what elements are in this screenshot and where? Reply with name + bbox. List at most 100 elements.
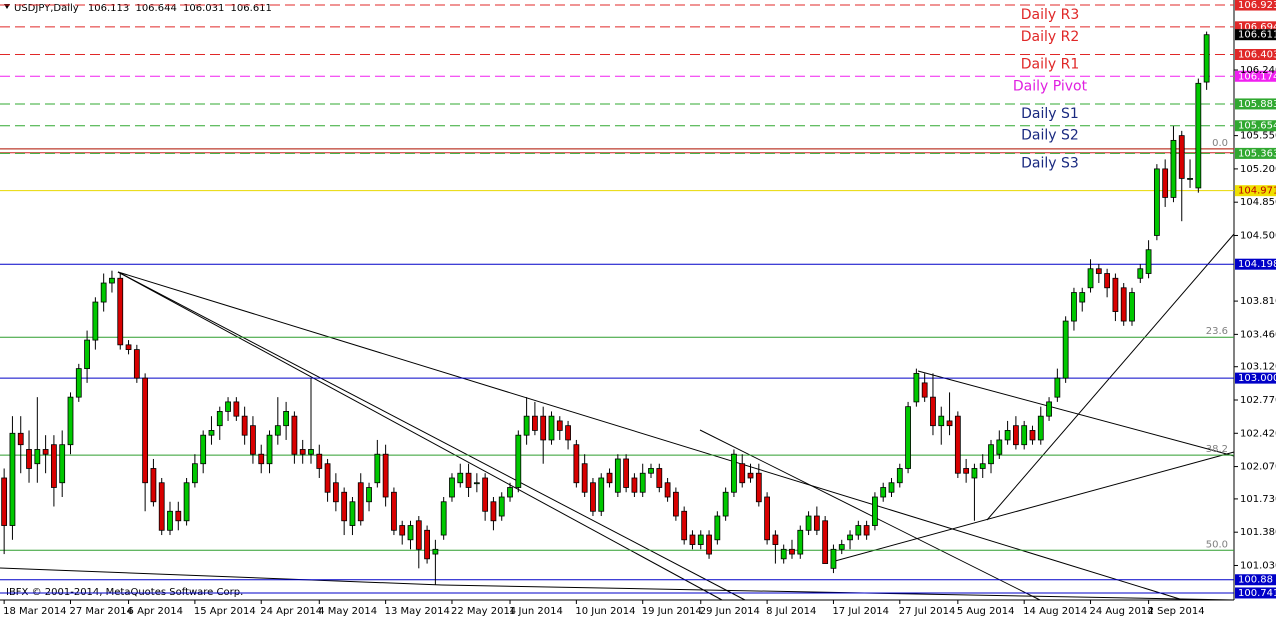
- trend-line: [986, 233, 1235, 521]
- candle-body: [366, 487, 372, 503]
- candle-body: [954, 415, 961, 474]
- price-box-label: 106.403: [1238, 49, 1276, 60]
- y-tick-label: 104.850: [1240, 197, 1276, 208]
- candle-body: [150, 468, 157, 503]
- y-tick-label: 101.030: [1240, 560, 1276, 571]
- candle-body: [1153, 168, 1160, 236]
- x-tick-label: 27 Mar 2014: [69, 606, 132, 617]
- candle-body: [1112, 277, 1119, 312]
- y-tick-label: 102.070: [1240, 462, 1276, 473]
- candle-body: [963, 468, 970, 474]
- candle-body: [556, 420, 563, 431]
- candle-body: [797, 529, 804, 555]
- candle-body: [291, 415, 298, 455]
- candle-body: [988, 444, 994, 465]
- close-price: 106.611: [231, 3, 272, 14]
- candle-body: [424, 529, 430, 560]
- x-tick-label: 15 Apr 2014: [194, 606, 256, 617]
- candle-body: [1071, 292, 1077, 322]
- x-tick-label: 6 Apr 2014: [128, 606, 183, 617]
- price-box-label: 106.923: [1238, 0, 1276, 11]
- candle-body: [51, 444, 57, 488]
- candle-body: [17, 432, 24, 446]
- candle-body: [216, 411, 223, 427]
- candle-body: [639, 472, 646, 493]
- candle-body: [175, 510, 182, 522]
- candle-body: [1195, 82, 1202, 189]
- price-box-label: 106.694: [1238, 22, 1276, 33]
- candle-body: [324, 463, 331, 493]
- level-name: Daily S3: [1021, 155, 1079, 171]
- candle-body: [440, 501, 447, 536]
- trend-line: [917, 370, 1235, 457]
- candle-body: [117, 277, 124, 346]
- candle-body: [855, 525, 862, 536]
- candle-body: [457, 472, 464, 484]
- price-box-label: 100.741: [1238, 588, 1276, 599]
- candles: [1, 31, 1210, 585]
- level-name: Daily R3: [1021, 7, 1080, 23]
- candle-body: [548, 415, 555, 441]
- price-box-label: 105.363: [1238, 148, 1276, 159]
- trend-line: [834, 451, 1235, 562]
- candle-body: [125, 344, 132, 350]
- candle-body: [755, 472, 762, 503]
- trend-lines: [0, 233, 1235, 601]
- candle-body: [432, 548, 439, 555]
- candle-body: [75, 368, 82, 398]
- candle-body: [109, 277, 115, 284]
- candle-body: [374, 453, 381, 484]
- candle-body: [1004, 430, 1011, 441]
- candle-body: [1162, 168, 1169, 198]
- candle-body: [697, 534, 704, 545]
- candle-body: [59, 444, 66, 484]
- x-tick-label: 8 Jul 2014: [766, 606, 816, 617]
- candle-body: [415, 520, 422, 550]
- price-boxes: 106.923 106.694 106.403 106.174 105.883 105.6…: [1235, 0, 1276, 599]
- candle-body: [880, 487, 887, 498]
- candle-body: [133, 349, 140, 379]
- candle-body: [523, 415, 530, 436]
- candle-body: [689, 534, 696, 545]
- price-box-label: 104.971: [1238, 186, 1276, 197]
- candle-body: [1170, 139, 1177, 198]
- y-tick-label: 103.460: [1240, 329, 1276, 340]
- x-tick-label: 4 May 2014: [318, 606, 377, 617]
- y-tick-label: 104.500: [1240, 230, 1276, 241]
- level-name: Daily S1: [1021, 106, 1079, 122]
- x-tick-label: 13 May 2014: [385, 606, 450, 617]
- candle-body: [1120, 287, 1127, 322]
- fib-label: 23.6: [1206, 326, 1228, 337]
- candle-body: [863, 525, 870, 536]
- level-name: Daily Pivot: [1013, 78, 1088, 94]
- candle-body: [1203, 34, 1210, 83]
- candle-body: [1104, 273, 1111, 289]
- candle-body: [233, 401, 240, 417]
- candle-body: [490, 501, 497, 522]
- candle-body: [623, 458, 630, 488]
- candle-body: [67, 396, 74, 446]
- candle-body: [789, 548, 795, 555]
- candle-body: [598, 477, 605, 512]
- candle-body: [780, 548, 787, 560]
- y-tick-label: 101.380: [1240, 527, 1276, 538]
- candle-body: [507, 487, 513, 498]
- candle-body: [739, 463, 746, 484]
- candle-body: [299, 449, 306, 455]
- fib-label: 0.0: [1212, 138, 1228, 149]
- price-box: [1235, 147, 1276, 159]
- candle-body: [1087, 268, 1094, 289]
- price-box: [1235, 0, 1276, 11]
- candle-body: [308, 449, 314, 455]
- open-price: 106.113: [88, 3, 129, 14]
- x-tick-label: 24 Apr 2014: [260, 606, 322, 617]
- price-box-label: 105.883: [1238, 99, 1276, 110]
- x-tick-label: 22 May 2014: [451, 606, 516, 617]
- y-tick-label: 105.200: [1240, 164, 1276, 175]
- candle-body: [664, 482, 671, 498]
- price-box: [1235, 98, 1276, 110]
- candle-body: [822, 520, 829, 564]
- candle-body: [731, 453, 737, 493]
- fib-label: 50.0: [1206, 539, 1228, 550]
